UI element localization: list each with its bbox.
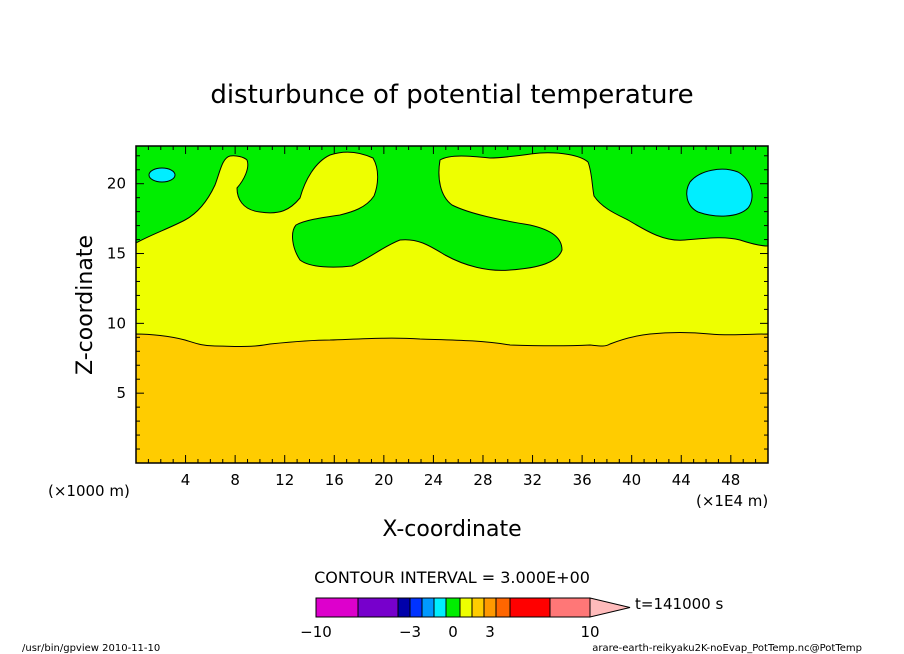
y-tick-label: 20: [107, 175, 126, 193]
footer-left: /usr/bin/gpview 2010-11-10: [22, 643, 160, 654]
x-tick-label: 28: [473, 471, 492, 489]
cyan-cell-right: [686, 168, 753, 217]
x-axis-label: X-coordinate: [382, 517, 521, 542]
colorbar-tick-label: 10: [580, 623, 599, 641]
colorbar: −10 −3 0 3 10: [300, 597, 631, 641]
colorbar-tick-label: −3: [399, 623, 421, 641]
chart-title: disturbunce of potential temperature: [210, 80, 693, 110]
x-tick-label: 12: [275, 471, 294, 489]
x-unit-left: (×1000 m): [48, 482, 130, 500]
x-axis-ticks: 4 8 12 16 20 24 28 32 36 40 44 48: [147, 146, 757, 489]
colorbar-segment: [495, 597, 511, 618]
cyan-cell-left: [148, 167, 176, 183]
colorbar-segment: [549, 597, 591, 618]
colorbar-segment: [397, 597, 411, 618]
colorbar-tick-label: 3: [485, 623, 495, 641]
x-tick-label: 24: [424, 471, 443, 489]
colorbar-segment: [509, 597, 551, 618]
colorbar-segment: [357, 597, 399, 618]
orange-band: [135, 332, 769, 464]
colorbar-segment: [433, 597, 447, 618]
plot-area: [135, 145, 769, 464]
colorbar-segment: [459, 597, 473, 618]
x-tick-label: 48: [721, 471, 740, 489]
y-tick-label: 15: [107, 245, 126, 263]
x-tick-label: 20: [374, 471, 393, 489]
colorbar-tick-label: 0: [448, 623, 458, 641]
x-tick-label: 16: [325, 471, 344, 489]
y-axis-label: Z-coordinate: [73, 235, 98, 375]
y-axis-ticks: 5 10 15 20: [107, 155, 768, 450]
colorbar-segment: [421, 597, 435, 618]
time-label: t=141000 s: [635, 595, 723, 613]
x-tick-label: 36: [573, 471, 592, 489]
x-tick-label: 40: [622, 471, 641, 489]
colorbar-segment: [315, 597, 359, 618]
x-tick-label: 32: [523, 471, 542, 489]
colorbar-segment: [409, 597, 423, 618]
y-tick-label: 10: [107, 314, 126, 332]
x-tick-label: 44: [672, 471, 691, 489]
x-unit-right: (×1E4 m): [696, 492, 768, 510]
colorbar-segment: [471, 597, 485, 618]
contour-interval-text: CONTOUR INTERVAL = 3.000E+00: [314, 568, 590, 587]
colorbar-tick-label: −10: [300, 623, 332, 641]
footer-right: arare-earth-reikyaku2K-noEvap_PotTemp.nc…: [592, 643, 862, 654]
colorbar-arrow: [589, 597, 631, 618]
x-tick-label: 4: [181, 471, 191, 489]
x-tick-label: 8: [230, 471, 240, 489]
colorbar-segment: [445, 597, 461, 618]
plot-frame: [135, 145, 769, 464]
colorbar-segment: [483, 597, 497, 618]
y-tick-label: 5: [116, 384, 126, 402]
